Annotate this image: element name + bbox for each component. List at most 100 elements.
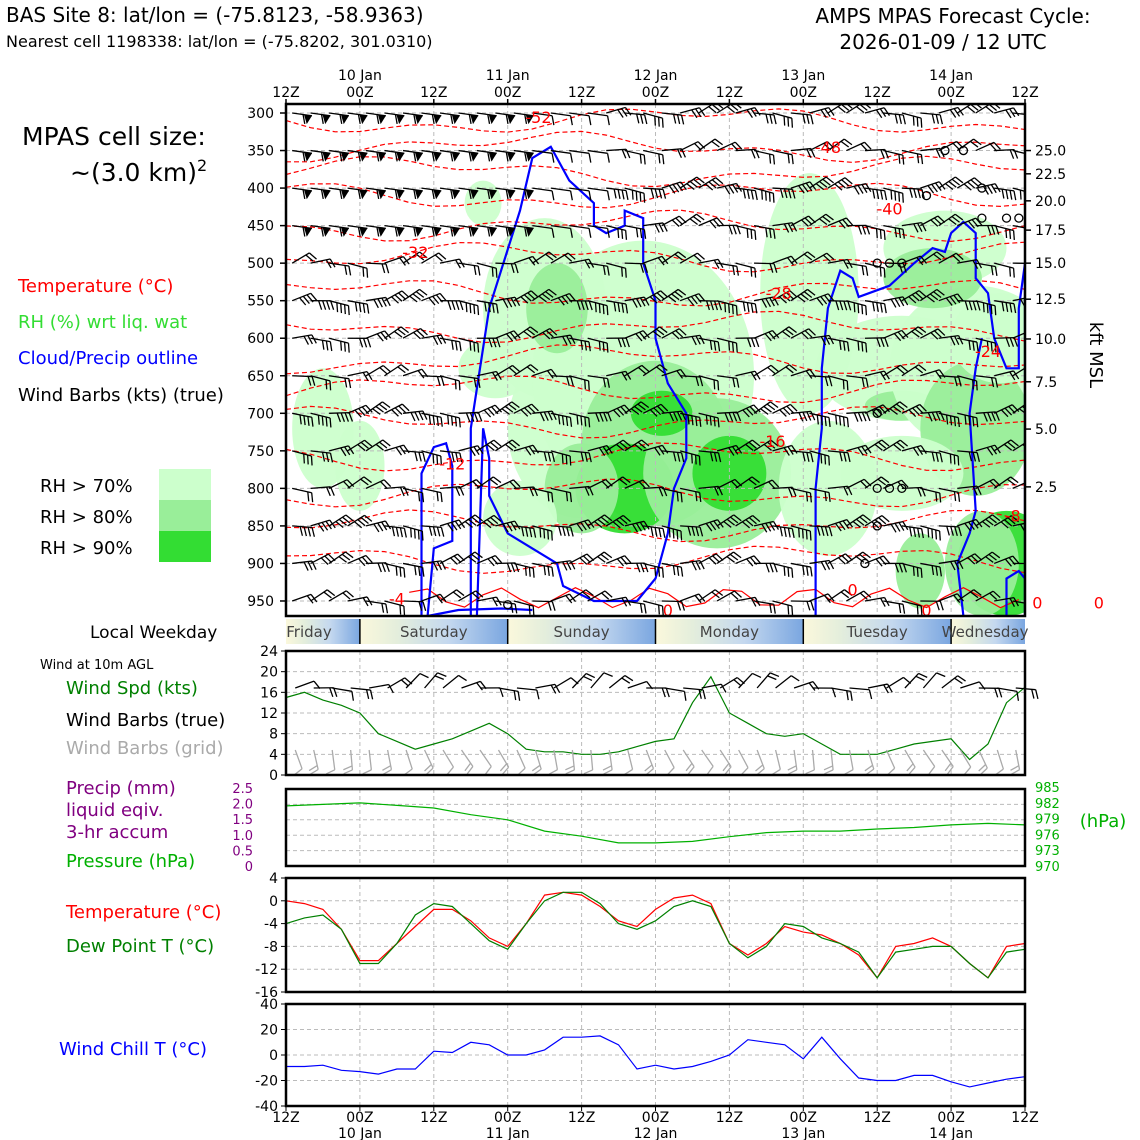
- upper-barb-83-feather-0: [403, 606, 406, 616]
- upper-barb-417-feather-3: [835, 522, 842, 532]
- upper-barb-357-feather-1: [767, 366, 776, 375]
- upper-barb-273: [642, 364, 668, 377]
- upper-barb-511-feather-0: [975, 380, 978, 391]
- surface-barb-26-staff: [775, 675, 792, 689]
- upper-barb-319-feather-2: [709, 521, 717, 531]
- upper-barb-524-feather-0: [994, 342, 997, 353]
- upper-barb-484-feather-1: [935, 411, 941, 421]
- upper-barb-190: [532, 410, 557, 422]
- upper-barb-204-feather-0: [569, 417, 573, 427]
- upper-barb-186: [531, 251, 557, 264]
- surface-barb-24-feather-0: [752, 672, 762, 679]
- upper-barb-122-feather-0: [459, 486, 465, 496]
- upper-barb-253-feather-1: [639, 154, 642, 164]
- upper-barb-284-feather-0: [677, 251, 687, 259]
- upper-barb-75: [384, 290, 410, 304]
- grid-barb-36-feather-0: [964, 766, 972, 775]
- calm-circle-10: [872, 408, 882, 418]
- upper-barb-509-feather-0: [976, 301, 981, 311]
- upper-barb-266-feather-1: [657, 117, 660, 127]
- upper-barb-392: [809, 107, 835, 119]
- upper-barb-71: [384, 149, 405, 162]
- surface-barb-16: [590, 672, 613, 689]
- kft-axis: 25.022.520.017.515.012.510.07.55.02.5: [1025, 144, 1066, 496]
- upper-barb-170: [513, 187, 534, 200]
- pressure-tick-label-982: 982: [1035, 797, 1060, 812]
- upper-barb-510: [957, 337, 979, 352]
- upper-barb-399: [809, 375, 833, 387]
- upper-barb-122-feather-1: [455, 486, 461, 496]
- upper-barb-341: [735, 300, 758, 314]
- upper-barb-439-feather-0: [884, 303, 887, 314]
- upper-barb-292-feather-0: [680, 567, 684, 577]
- upper-barb-108: [421, 487, 443, 503]
- upper-barb-147-feather-0: [495, 371, 502, 380]
- upper-barb-448: [883, 112, 906, 125]
- upper-barb-258: [624, 330, 650, 342]
- upper-barb-252: [624, 112, 648, 125]
- grid-barb-11-staff: [497, 749, 510, 768]
- bottom-hour-label-1: 00Z: [346, 1110, 373, 1126]
- upper-barb-99: [421, 149, 442, 162]
- upper-barb-463: [901, 149, 924, 165]
- surface-barb-10: [479, 687, 504, 698]
- upper-barb-268-feather-0: [662, 189, 667, 199]
- upper-barb-162-feather-2: [504, 405, 514, 413]
- upper-barb-352-feather-0: [772, 193, 775, 203]
- upper-barb-311-staff: [698, 217, 718, 227]
- upper-barb-164-feather-1: [509, 481, 517, 489]
- grid-barb-27-feather-1: [787, 765, 797, 771]
- upper-barb-509-staff: [957, 300, 978, 303]
- upper-barb-8-feather-1: [307, 416, 310, 426]
- upper-barb-109-staff: [421, 525, 442, 529]
- grid-barb-20-staff: [664, 749, 675, 768]
- upper-barb-350-feather-2: [765, 114, 769, 124]
- upper-barb-137-feather-1: [471, 516, 480, 524]
- upper-barb-420-feather-2: [856, 106, 865, 114]
- upper-barb-396: [809, 252, 835, 264]
- upper-barb-201-feather-0: [568, 293, 577, 302]
- surface-barb-17-feather-0: [624, 674, 634, 682]
- upper-barb-265-feather-0: [643, 604, 647, 614]
- upper-barb-464-feather-3: [909, 188, 913, 198]
- upper-barb-371-feather-0: [788, 364, 798, 372]
- upper-barb-244-feather-2: [617, 337, 622, 348]
- upper-barb-527-feather-1: [990, 445, 998, 455]
- upper-barb-288-feather-2: [673, 411, 679, 421]
- upper-barb-451: [883, 224, 905, 239]
- upper-barb-521-feather-0: [995, 225, 1000, 235]
- upper-barb-24-feather-0: [329, 486, 335, 496]
- upper-barb-176-feather-2: [524, 407, 532, 415]
- upper-barb-103: [421, 292, 447, 306]
- top-hour-label-8: 12Z: [863, 85, 890, 101]
- upper-barb-219: [569, 450, 592, 463]
- upper-barb-240-feather-0: [625, 190, 629, 200]
- upper-barb-440: [864, 337, 889, 348]
- upper-barb-176-feather-0: [531, 403, 539, 412]
- upper-barb-126-feather-0: [468, 114, 472, 124]
- upper-barb-479-feather-2: [930, 219, 939, 227]
- upper-barb-87-feather-0: [413, 227, 417, 237]
- upper-barb-139-staff: [458, 590, 477, 602]
- upper-barb-101-staff: [421, 224, 442, 230]
- grid-barb-33-staff: [904, 749, 916, 768]
- upper-barb-201: [550, 292, 577, 306]
- upper-barb-362-feather-0: [773, 563, 778, 573]
- upper-barb-418-feather-1: [841, 555, 850, 563]
- upper-barb-186-feather-0: [548, 251, 557, 259]
- upper-barb-128: [458, 187, 479, 200]
- upper-barb-497: [938, 375, 962, 387]
- precip-tick-label-5: 2.5: [232, 782, 253, 797]
- upper-barb-545-feather-1: [1009, 598, 1016, 608]
- upper-barb-365-staff: [772, 149, 793, 156]
- upper-barb-518-feather-2: [985, 106, 994, 114]
- upper-barb-523-feather-3: [982, 302, 985, 313]
- upper-barb-49-feather-1: [362, 372, 369, 381]
- upper-barb-56-feather-0: [376, 114, 380, 124]
- upper-barb-247-feather-1: [619, 441, 628, 449]
- upper-barb-8-feather-3: [299, 414, 302, 425]
- upper-barb-488-feather-2: [931, 565, 935, 576]
- upper-barb-21: [310, 375, 332, 391]
- upper-barb-229-feather-1: [602, 304, 605, 315]
- upper-barb-405-feather-0: [827, 593, 835, 602]
